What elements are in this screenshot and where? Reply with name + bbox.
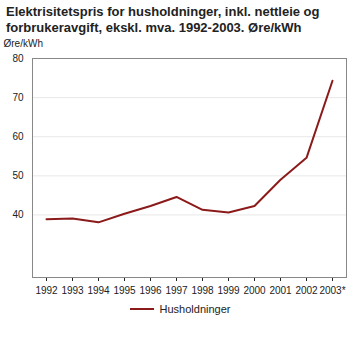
- svg-text:60: 60: [12, 131, 24, 142]
- svg-text:2000: 2000: [243, 285, 266, 296]
- svg-text:70: 70: [12, 92, 24, 103]
- svg-text:2002: 2002: [295, 285, 318, 296]
- svg-text:1992: 1992: [35, 285, 58, 296]
- svg-text:1996: 1996: [139, 285, 162, 296]
- svg-text:1993: 1993: [61, 285, 84, 296]
- svg-text:Øre/kWh: Øre/kWh: [4, 38, 43, 49]
- svg-text:80: 80: [12, 53, 24, 64]
- svg-text:1999: 1999: [217, 285, 240, 296]
- svg-text:2003*: 2003*: [319, 285, 345, 296]
- svg-text:1997: 1997: [165, 285, 188, 296]
- svg-text:40: 40: [12, 209, 24, 220]
- html-text:Husholdninger: Husholdninger: [159, 303, 231, 315]
- svg-text:50: 50: [12, 170, 24, 181]
- svg-text:1995: 1995: [113, 285, 136, 296]
- svg-text:1994: 1994: [87, 285, 110, 296]
- svg-text:1998: 1998: [191, 285, 214, 296]
- svg-text:2001: 2001: [269, 285, 292, 296]
- html-text:Elektrisitetspris for husholdn: Elektrisitetspris for husholdninger, ink…: [6, 4, 320, 35]
